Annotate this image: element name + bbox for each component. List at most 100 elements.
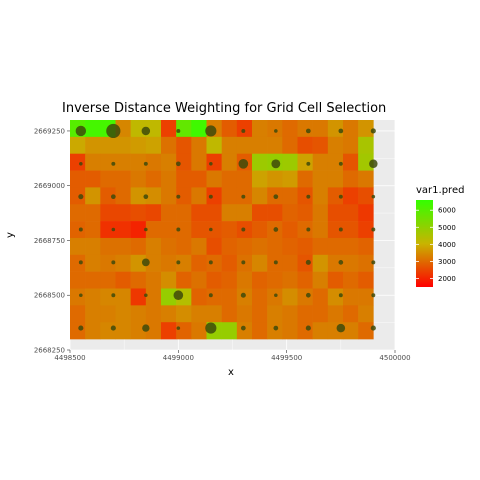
heatmap-cell — [70, 238, 85, 255]
heatmap-cell — [100, 272, 115, 289]
heatmap-cell — [100, 238, 115, 255]
sample-point — [371, 293, 375, 297]
heatmap-cell — [282, 288, 297, 305]
heatmap-cell — [191, 255, 206, 272]
sample-point — [142, 324, 149, 331]
sample-point — [273, 326, 278, 331]
heatmap-cell — [161, 171, 176, 188]
heatmap-cell — [70, 137, 85, 154]
heatmap-cell — [328, 238, 343, 255]
heatmap-cell — [131, 272, 146, 289]
heatmap-cell — [116, 288, 131, 305]
heatmap-cell — [70, 204, 85, 221]
sample-point — [209, 228, 213, 232]
sample-point — [79, 162, 83, 166]
heatmap-cell — [146, 137, 161, 154]
heatmap-cell — [237, 238, 252, 255]
heatmap-cell — [222, 322, 237, 339]
heatmap-cell — [85, 154, 100, 171]
sample-point — [371, 260, 375, 264]
heatmap-cell — [237, 120, 252, 137]
heatmap-cell — [358, 288, 373, 305]
heatmap-cell — [207, 288, 222, 305]
heatmap-cell — [100, 305, 115, 322]
heatmap-cell — [191, 171, 206, 188]
heatmap-cell — [267, 204, 282, 221]
heatmap-cell — [207, 154, 222, 171]
heatmap-cell — [343, 255, 358, 272]
heatmap-cells — [70, 120, 374, 339]
y-tick-label: 2668500 — [34, 292, 65, 300]
heatmap-cell — [358, 238, 373, 255]
heatmap-cell — [161, 154, 176, 171]
sample-point — [241, 293, 246, 298]
heatmap-cell — [131, 221, 146, 238]
heatmap-cell — [358, 204, 373, 221]
sample-point — [78, 194, 83, 199]
sample-point — [111, 326, 116, 331]
heatmap-cell — [298, 154, 313, 171]
heatmap-cell — [85, 120, 100, 137]
heatmap-cell — [70, 322, 85, 339]
sample-point — [306, 162, 310, 166]
sample-point — [339, 195, 343, 199]
heatmap-cell — [237, 171, 252, 188]
heatmap-cell — [358, 171, 373, 188]
heatmap-cell — [222, 221, 237, 238]
heatmap-cell — [328, 305, 343, 322]
heatmap-cell — [358, 272, 373, 289]
x-tick-label: 4499000 — [163, 354, 194, 362]
heatmap-cell — [358, 322, 373, 339]
sample-point — [338, 260, 343, 265]
heatmap-cell — [343, 322, 358, 339]
heatmap-cell — [313, 204, 328, 221]
heatmap-cell — [252, 204, 267, 221]
heatmap-cell — [252, 120, 267, 137]
heatmap-cell — [252, 272, 267, 289]
heatmap-cell — [328, 272, 343, 289]
heatmap-cell — [161, 204, 176, 221]
sample-point — [106, 124, 120, 138]
heatmap-cell — [313, 187, 328, 204]
heatmap-cell — [298, 322, 313, 339]
heatmap-cell — [313, 171, 328, 188]
heatmap-cell — [100, 204, 115, 221]
heatmap-cell — [298, 187, 313, 204]
sample-point — [239, 159, 249, 169]
heatmap-cell — [282, 154, 297, 171]
chart-title: Inverse Distance Weighting for Grid Cell… — [62, 101, 386, 116]
heatmap-cell — [146, 272, 161, 289]
heatmap-cell — [343, 204, 358, 221]
heatmap-cell — [298, 137, 313, 154]
sample-point — [174, 290, 184, 300]
heatmap-cell — [85, 137, 100, 154]
heatmap-cell — [222, 204, 237, 221]
heatmap-cell — [207, 204, 222, 221]
legend-tick-label: 5000 — [438, 224, 456, 232]
heatmap-cell — [161, 272, 176, 289]
sample-point — [143, 194, 148, 199]
heatmap-cell — [267, 322, 282, 339]
heatmap-cell — [146, 221, 161, 238]
heatmap-cell — [191, 187, 206, 204]
legend: var1.pred 20003000400050006000 — [416, 185, 464, 287]
heatmap-cell — [222, 272, 237, 289]
heatmap-cell — [146, 305, 161, 322]
sample-point — [176, 129, 180, 133]
heatmap-cell — [298, 238, 313, 255]
heatmap-cell — [176, 322, 191, 339]
heatmap-cell — [343, 171, 358, 188]
heatmap-cell — [282, 204, 297, 221]
heatmap-cell — [252, 255, 267, 272]
heatmap-cell — [131, 171, 146, 188]
x-axis-ticks: 4498500 4499000 4499500 4500000 — [54, 350, 410, 362]
sample-point — [111, 260, 115, 264]
sample-point — [209, 293, 213, 297]
heatmap-cell — [70, 305, 85, 322]
heatmap-cell — [358, 187, 373, 204]
legend-colorbar — [416, 200, 433, 287]
heatmap-cell — [116, 305, 131, 322]
heatmap-cell — [146, 171, 161, 188]
sample-point — [142, 259, 150, 267]
heatmap-cell — [116, 322, 131, 339]
